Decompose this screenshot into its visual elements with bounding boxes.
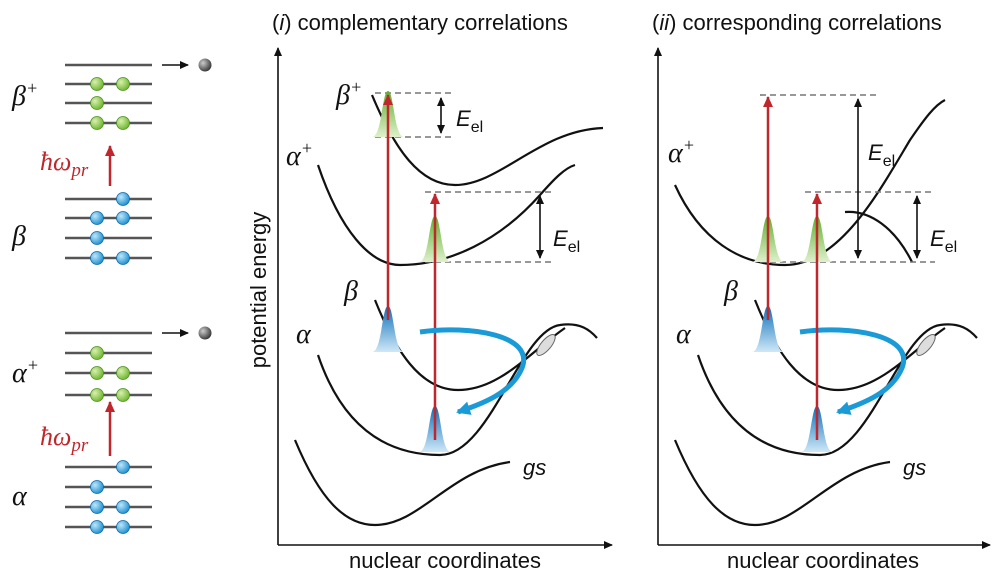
- level-scheme: β+ ħωpr β α+ ħωpr α: [11, 58, 212, 534]
- label-part: ii: [659, 10, 670, 35]
- axis-label: nuclear coordinates: [727, 548, 919, 573]
- label-part: pr: [69, 435, 89, 456]
- label-part: E: [868, 140, 883, 165]
- label-part: ) corresponding correlations: [669, 10, 942, 35]
- label-part: (: [652, 10, 660, 35]
- label: α: [296, 319, 312, 350]
- label-part: α: [12, 358, 28, 389]
- label-part: +: [26, 78, 38, 98]
- label-part: +: [301, 138, 313, 158]
- panel-i: (i) complementary correlations potential…: [246, 10, 613, 573]
- label-part: E: [553, 226, 568, 251]
- label: β+: [11, 78, 38, 112]
- label: Eel: [456, 106, 483, 136]
- label: α+: [668, 135, 695, 169]
- label: β: [723, 276, 738, 307]
- label-part: β: [11, 81, 26, 112]
- label: Eel: [553, 226, 580, 256]
- label-part: el: [471, 119, 483, 136]
- label: Eel: [868, 140, 895, 170]
- panel-title: (ii) corresponding correlations: [652, 10, 942, 35]
- label-part: (: [272, 10, 280, 35]
- label: gs: [523, 455, 546, 480]
- label-part: ) complementary correlations: [284, 10, 568, 35]
- label: α+: [12, 355, 39, 389]
- label-part: +: [350, 77, 362, 97]
- axis-label: potential energy: [246, 212, 271, 369]
- label-part: ħω: [40, 147, 71, 176]
- panel-ii: (ii) corresponding correlations nuclear …: [652, 10, 991, 573]
- label: gs: [903, 455, 926, 480]
- axis-label: nuclear coordinates: [349, 548, 541, 573]
- label: α: [12, 481, 28, 512]
- label: Eel: [930, 226, 957, 256]
- panel-title: (i) complementary correlations: [272, 10, 568, 35]
- label-part: α: [286, 141, 302, 172]
- label-part: β: [335, 80, 350, 111]
- label: ħωpr: [40, 147, 89, 181]
- label-part: +: [683, 135, 695, 155]
- label-part: E: [456, 106, 471, 131]
- label: β+: [335, 77, 362, 111]
- label-part: el: [883, 153, 895, 170]
- label: β: [11, 221, 26, 252]
- label-part: +: [27, 355, 39, 375]
- label-part: el: [568, 239, 580, 256]
- label-part: E: [930, 226, 945, 251]
- label: α+: [286, 138, 313, 172]
- label-part: pr: [69, 160, 89, 181]
- label: α: [676, 319, 692, 350]
- label: β: [343, 276, 358, 307]
- label-part: ħω: [40, 422, 71, 451]
- label: ħωpr: [40, 422, 89, 456]
- label-part: i: [279, 10, 285, 35]
- label-part: α: [668, 138, 684, 169]
- label-part: el: [945, 239, 957, 256]
